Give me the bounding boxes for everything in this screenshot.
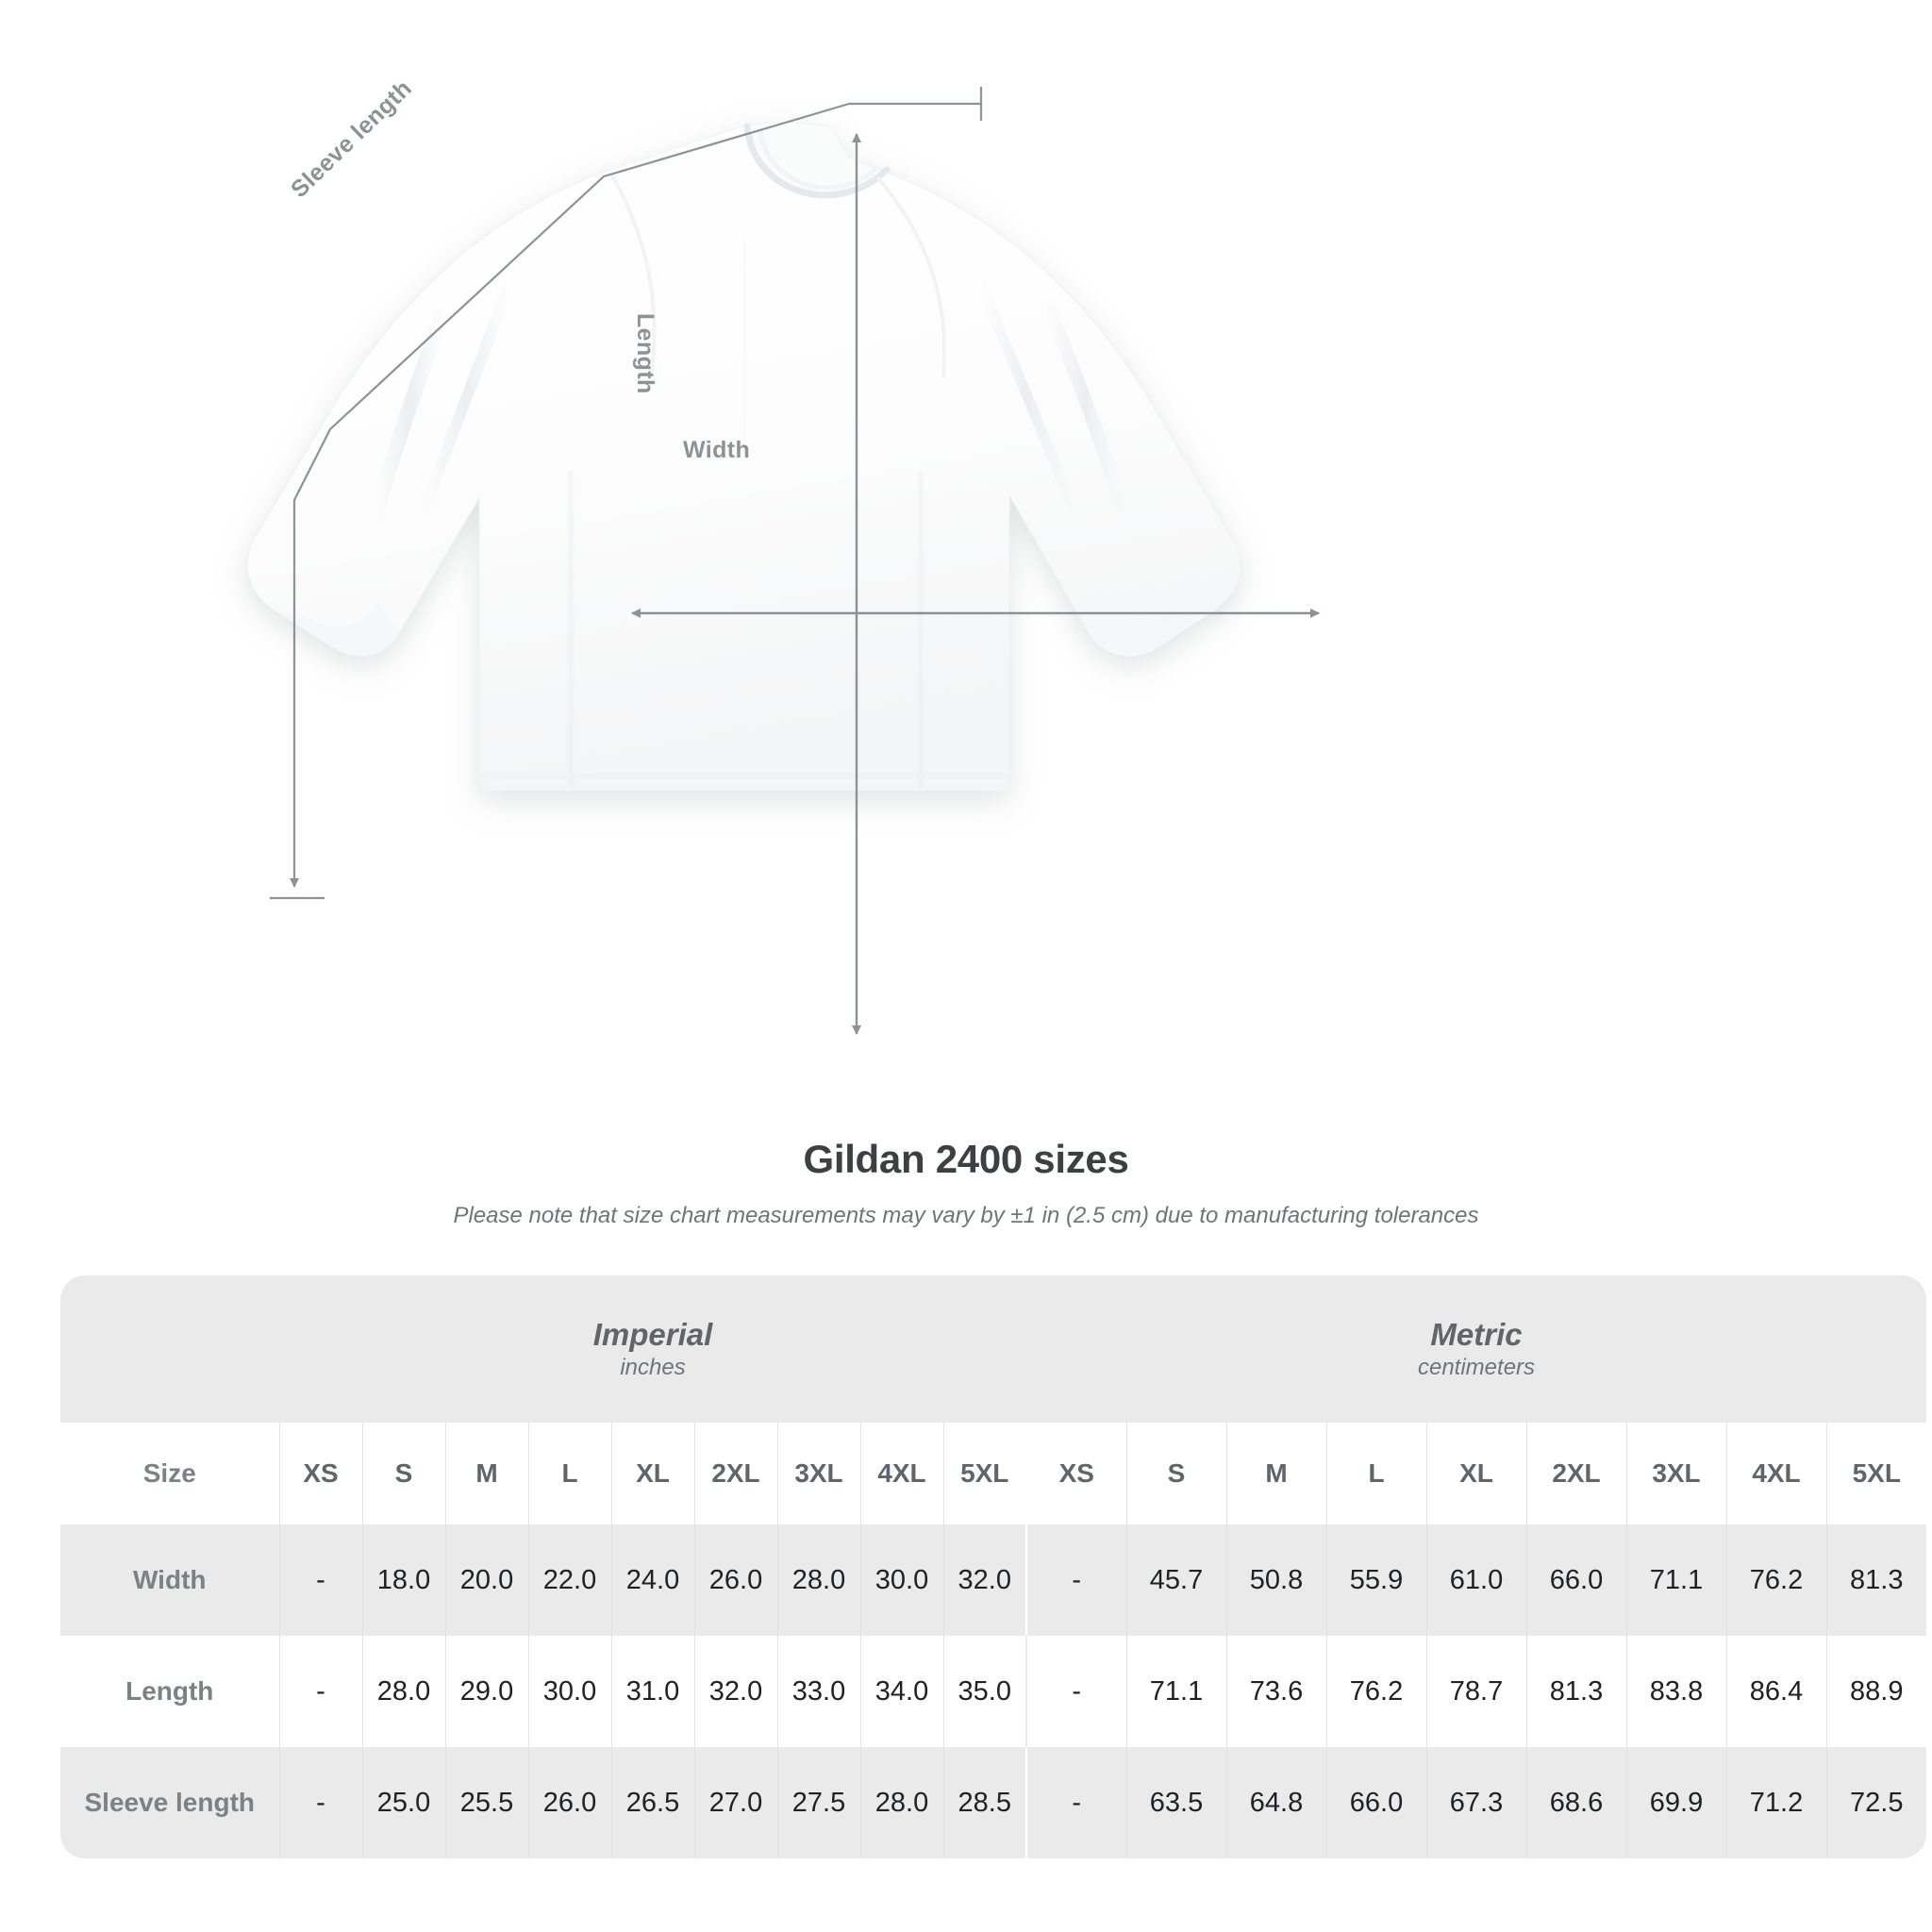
table-row: Width - 18.0 20.0 22.0 24.0 26.0 28.0 30… [60,1524,1927,1636]
unit-header-imperial: Imperial inches [279,1275,1026,1423]
cell-width-imperial-l: 22.0 [527,1524,611,1636]
cell-width-imperial-xl: 24.0 [610,1524,694,1636]
cell-sleeve-imperial-l: 26.0 [527,1747,611,1858]
cell-width-metric-3xl: 71.1 [1625,1524,1726,1636]
size-col-metric-l: L [1325,1423,1426,1524]
cell-length-imperial-s: 28.0 [361,1636,445,1747]
cell-sleeve-metric-l: 66.0 [1325,1747,1426,1858]
size-col-imperial-4xl: 4XL [859,1423,943,1524]
garment-shape [246,122,1241,791]
cell-sleeve-metric-2xl: 68.6 [1525,1747,1626,1858]
cell-length-imperial-l: 30.0 [527,1636,611,1747]
cell-length-imperial-4xl: 34.0 [859,1636,943,1747]
sleeve-length-measure-line [270,87,983,900]
cell-length-metric-xs: - [1025,1636,1126,1747]
page-title: Gildan 2400 sizes [803,1137,1129,1181]
row-label-width: Width [60,1524,279,1636]
cell-width-metric-l: 55.9 [1325,1524,1426,1636]
cell-width-imperial-s: 18.0 [361,1524,445,1636]
unit-name-imperial: Imperial [592,1316,713,1352]
size-col-imperial-xs: XS [278,1423,362,1524]
cell-length-metric-4xl: 86.4 [1725,1636,1826,1747]
size-col-metric-4xl: 4XL [1725,1423,1826,1524]
cell-sleeve-metric-m: 64.8 [1225,1747,1326,1858]
size-col-metric-2xl: 2XL [1525,1423,1626,1524]
cell-width-imperial-4xl: 30.0 [859,1524,943,1636]
unit-header-row: Imperial inches Metric centimeters [60,1275,1927,1423]
cell-length-imperial-xl: 31.0 [610,1636,694,1747]
cell-width-metric-5xl: 81.3 [1825,1524,1927,1636]
size-col-imperial-s: S [361,1423,445,1524]
size-col-imperial-m: M [444,1423,528,1524]
cell-length-metric-3xl: 83.8 [1625,1636,1726,1747]
cell-width-metric-xs: - [1025,1524,1126,1636]
size-col-imperial-3xl: 3XL [776,1423,860,1524]
cell-width-imperial-5xl: 32.0 [942,1524,1026,1636]
tolerance-note: Please note that size chart measurements… [453,1203,1479,1228]
size-col-metric-xl: XL [1425,1423,1526,1524]
cell-length-metric-m: 73.6 [1225,1636,1326,1747]
length-label: Length [632,313,658,394]
cell-sleeve-imperial-5xl: 28.5 [942,1747,1026,1858]
cell-length-metric-s: 71.1 [1125,1636,1226,1747]
width-label: Width [683,437,751,463]
cell-length-imperial-2xl: 32.0 [693,1636,777,1747]
size-col-metric-3xl: 3XL [1625,1423,1726,1524]
cell-width-metric-xl: 61.0 [1425,1524,1526,1636]
cell-sleeve-imperial-xl: 26.5 [610,1747,694,1858]
garment-illustration: Sleeve length Length Width [246,75,1320,1035]
cell-width-imperial-2xl: 26.0 [693,1524,777,1636]
cell-width-metric-m: 50.8 [1225,1524,1326,1636]
cell-width-imperial-xs: - [278,1524,362,1636]
unit-sub-imperial: inches [620,1355,686,1381]
cell-width-imperial-3xl: 28.0 [776,1524,860,1636]
cell-sleeve-metric-xl: 67.3 [1425,1747,1526,1858]
cell-length-metric-2xl: 81.3 [1525,1636,1626,1747]
unit-header-metric: Metric centimeters [1026,1275,1927,1423]
cell-length-metric-l: 76.2 [1325,1636,1426,1747]
cell-sleeve-metric-3xl: 69.9 [1625,1747,1726,1858]
cell-sleeve-imperial-s: 25.0 [361,1747,445,1858]
unit-sub-metric: centimeters [1417,1355,1536,1381]
size-header-row: Size XS S M L XL 2XL 3XL 4XL 5XL XS S M … [60,1423,1927,1524]
cell-length-imperial-5xl: 35.0 [942,1636,1026,1747]
size-col-metric-xs: XS [1025,1423,1126,1524]
row-label-sleeve-length: Sleeve length [60,1747,279,1858]
cell-width-metric-4xl: 76.2 [1725,1524,1826,1636]
cell-length-imperial-m: 29.0 [444,1636,528,1747]
cell-width-imperial-m: 20.0 [444,1524,528,1636]
cell-sleeve-metric-4xl: 71.2 [1725,1747,1826,1858]
size-col-imperial-2xl: 2XL [693,1423,777,1524]
cell-sleeve-imperial-3xl: 27.5 [776,1747,860,1858]
cell-length-metric-xl: 78.7 [1425,1636,1526,1747]
size-chart-table: Imperial inches Metric centimeters Size … [60,1275,1927,1858]
table-row: Length - 28.0 29.0 30.0 31.0 32.0 33.0 3… [60,1636,1927,1747]
unit-header-spacer [60,1275,279,1423]
cell-width-metric-2xl: 66.0 [1525,1524,1626,1636]
size-col-metric-s: S [1125,1423,1226,1524]
row-label-length: Length [60,1636,279,1747]
size-col-imperial-xl: XL [610,1423,694,1524]
cell-sleeve-imperial-m: 25.5 [444,1747,528,1858]
unit-name-metric: Metric [1430,1316,1523,1352]
cell-sleeve-imperial-2xl: 27.0 [693,1747,777,1858]
cell-sleeve-imperial-xs: - [278,1747,362,1858]
size-col-imperial-5xl: 5XL [942,1423,1026,1524]
size-table-container: Imperial inches Metric centimeters Size … [60,1275,1927,1858]
table-row: Sleeve length - 25.0 25.5 26.0 26.5 27.0… [60,1747,1927,1858]
title-block: Gildan 2400 sizes Please note that size … [0,1137,1932,1229]
cell-length-imperial-3xl: 33.0 [776,1636,860,1747]
size-col-metric-5xl: 5XL [1825,1423,1927,1524]
garment-diagram-svg [246,87,1320,1035]
cell-sleeve-metric-xs: - [1025,1747,1126,1858]
size-header-label: Size [60,1423,279,1524]
cell-length-imperial-xs: - [278,1636,362,1747]
cell-sleeve-metric-5xl: 72.5 [1825,1747,1927,1858]
size-col-imperial-l: L [527,1423,611,1524]
cell-width-metric-s: 45.7 [1125,1524,1226,1636]
cell-sleeve-metric-s: 63.5 [1125,1747,1226,1858]
size-col-metric-m: M [1225,1423,1326,1524]
cell-length-metric-5xl: 88.9 [1825,1636,1927,1747]
cell-sleeve-imperial-4xl: 28.0 [859,1747,943,1858]
